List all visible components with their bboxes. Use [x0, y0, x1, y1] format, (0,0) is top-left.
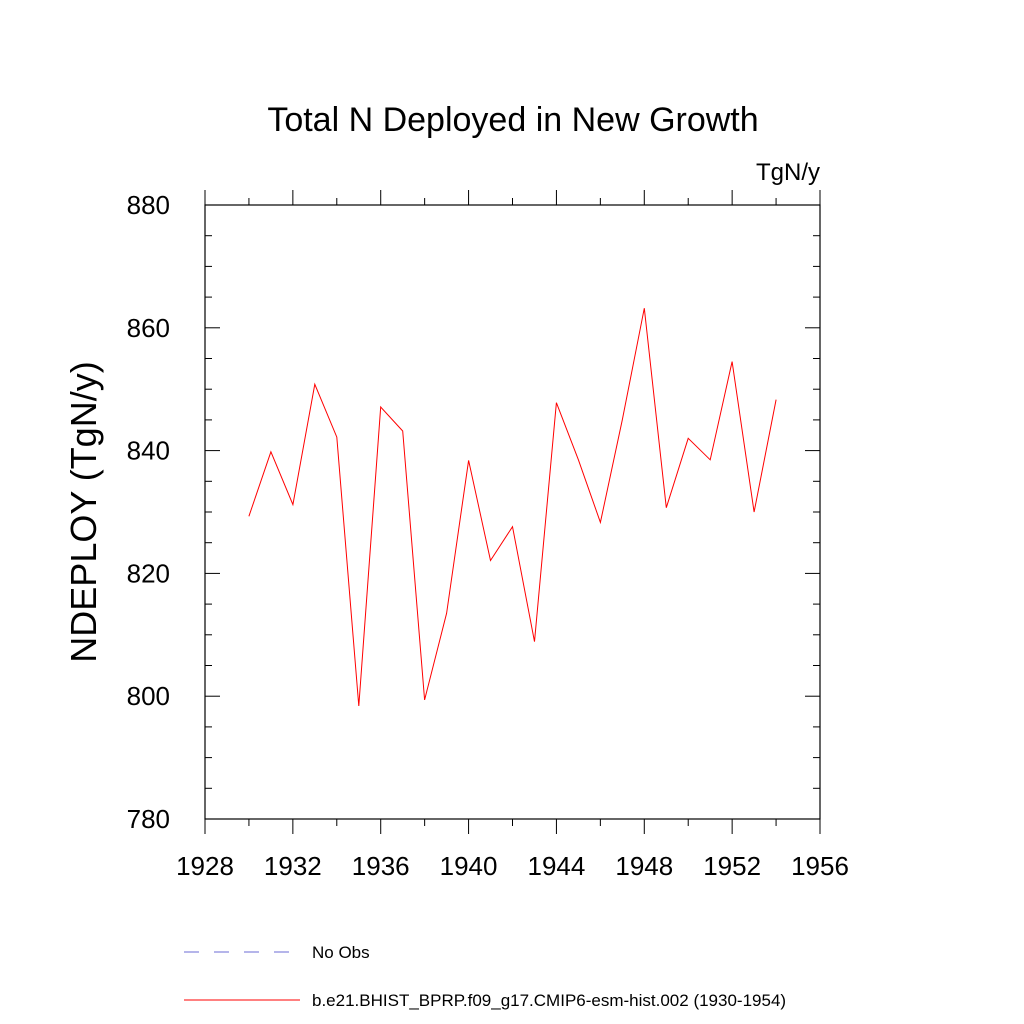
- x-tick-label: 1936: [352, 851, 410, 881]
- y-tick-label: 840: [127, 436, 170, 466]
- series-layer: [248, 308, 777, 707]
- legend-label-no-obs: No Obs: [312, 943, 370, 962]
- legend: No Obs b.e21.BHIST_BPRP.f09_g17.CMIP6-es…: [184, 943, 786, 1010]
- y-axis-label: NDEPLOY (TgN/y): [63, 361, 104, 662]
- x-tick-label: 1932: [264, 851, 322, 881]
- x-tick-label: 1940: [440, 851, 498, 881]
- x-tick-label: 1928: [176, 851, 234, 881]
- y-tick-label: 800: [127, 681, 170, 711]
- tick-labels: 1928 1932 1936 1940 1944 1948 1952 1956 780 800 82…: [127, 190, 849, 881]
- legend-label-model-run: b.e21.BHIST_BPRP.f09_g17.CMIP6-esm-hist.…: [312, 991, 786, 1010]
- y-tick-label: 880: [127, 190, 170, 220]
- y-tick-label: 780: [127, 804, 170, 834]
- plot-frame: [204, 204, 821, 820]
- units-label: TgN/y: [756, 159, 820, 186]
- series-line-0: [248, 308, 777, 707]
- x-tick-label: 1956: [791, 851, 849, 881]
- x-tick-label: 1952: [703, 851, 761, 881]
- chart-title: Total N Deployed in New Growth: [267, 101, 758, 139]
- tick-marks: [204, 190, 821, 834]
- x-tick-label: 1944: [528, 851, 586, 881]
- x-tick-label: 1948: [615, 851, 673, 881]
- y-tick-label: 860: [127, 313, 170, 343]
- y-tick-label: 820: [127, 558, 170, 588]
